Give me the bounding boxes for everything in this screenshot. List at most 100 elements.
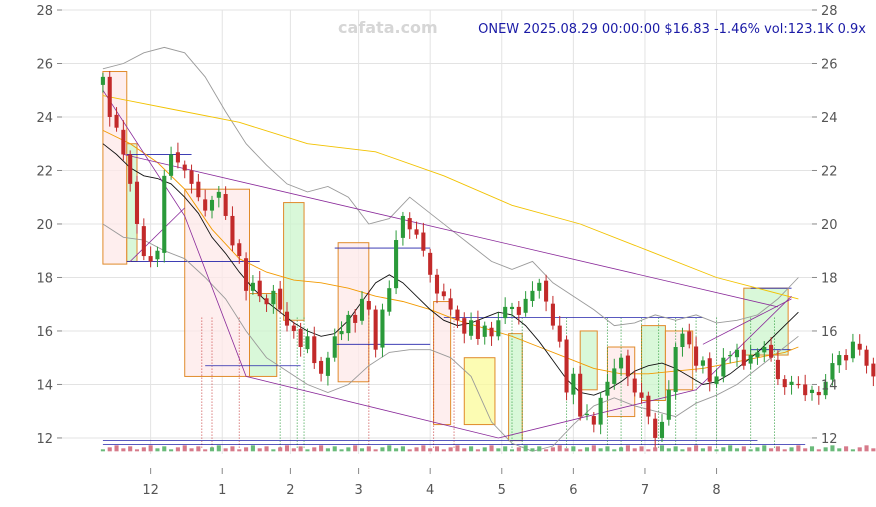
zone-box — [102, 71, 128, 265]
candle-body — [837, 355, 842, 366]
volume-bar — [100, 449, 105, 452]
volume-bar — [448, 447, 453, 452]
y-tick-label-left: 14 — [36, 378, 53, 393]
zone-box — [283, 202, 305, 321]
volume-bar — [216, 445, 221, 452]
volume-bar — [278, 447, 283, 452]
candle-body — [134, 181, 140, 224]
volume-bar — [803, 448, 808, 452]
chart-title: ONEW 2025.08.29 00:00:00 $16.83 -1.46% v… — [478, 22, 866, 37]
volume-bar — [755, 447, 760, 452]
volume-bar — [121, 448, 126, 452]
volume-bar — [114, 445, 119, 452]
candle-body — [169, 154, 174, 176]
candle-body — [796, 383, 801, 386]
candle-body — [653, 418, 658, 438]
candle-body — [700, 360, 705, 366]
volume-bar — [387, 445, 392, 452]
candle-body — [789, 381, 794, 385]
y-tick-label-right: 22 — [821, 164, 838, 179]
volume-bar — [734, 448, 740, 452]
candle-body — [209, 199, 215, 211]
candle-body — [762, 347, 767, 353]
y-tick-label-right: 20 — [821, 218, 838, 233]
candle-body — [516, 306, 521, 315]
candle-body — [571, 373, 576, 395]
candle-body — [400, 215, 405, 238]
volume-bar — [782, 449, 787, 452]
y-tick-label-right: 16 — [821, 325, 838, 340]
candle-body — [387, 288, 392, 312]
candle-body — [455, 309, 460, 321]
volume-bar — [728, 445, 733, 452]
candle-body — [175, 152, 180, 163]
bollinger-lower — [102, 223, 799, 452]
volume-bar — [796, 445, 801, 452]
y-tick-label-left: 18 — [36, 271, 53, 286]
volume-bar — [469, 446, 474, 452]
candle-body — [632, 378, 637, 393]
candle-body — [359, 298, 365, 321]
volume-bar — [564, 448, 569, 452]
candle-body — [728, 355, 733, 357]
candle-body — [537, 282, 542, 291]
y-tick-label-right: 26 — [821, 57, 838, 72]
candle-body — [312, 336, 317, 364]
y-tick-label-left: 26 — [36, 57, 53, 72]
candle-body — [346, 314, 351, 334]
volume-bar — [571, 446, 576, 452]
volume-bar — [162, 446, 167, 452]
watermark: cafata.com — [338, 18, 438, 37]
volume-bar — [857, 447, 862, 452]
y-tick-label-right: 24 — [821, 111, 838, 126]
candle-body — [380, 309, 385, 348]
candle-body — [237, 243, 242, 257]
x-tick-label: 6 — [569, 483, 577, 498]
candle-body — [114, 114, 119, 128]
volume-bar — [196, 446, 201, 452]
volume-bar — [625, 445, 630, 452]
candle-body — [530, 290, 535, 302]
volume-bar — [530, 448, 535, 452]
volume-bar — [169, 449, 174, 452]
candle-body — [871, 363, 876, 377]
volume-bar — [823, 447, 828, 452]
volume-bar — [619, 447, 624, 452]
volume-bar — [182, 445, 187, 452]
volume-bar — [394, 448, 399, 452]
candle-body — [394, 240, 399, 289]
candle-body — [823, 381, 828, 396]
x-tick-label: 1 — [218, 483, 226, 498]
volume-bar — [707, 446, 712, 452]
volume-bar — [441, 449, 446, 452]
candle-body — [639, 392, 644, 398]
candle-body — [734, 349, 740, 358]
candle-body — [564, 339, 569, 393]
candle-body — [748, 355, 753, 364]
candle-body — [775, 359, 780, 380]
x-tick-label: 12 — [142, 483, 159, 498]
volume-bar — [353, 445, 358, 452]
candle-body — [339, 330, 344, 335]
x-tick-label: 7 — [641, 483, 649, 498]
candle-body — [182, 164, 187, 171]
volume-bar — [325, 448, 330, 452]
volume-bar — [298, 446, 303, 452]
volume-bar — [312, 447, 317, 452]
candle-body — [155, 250, 160, 260]
candle-body — [755, 352, 760, 358]
volume-bar — [244, 447, 249, 452]
candle-body — [366, 301, 371, 310]
volume-bar — [203, 449, 208, 452]
volume-bar — [271, 449, 276, 452]
candle-body — [509, 306, 515, 310]
candle-body — [332, 336, 337, 358]
volume-bar — [264, 446, 269, 452]
candle-body — [414, 229, 419, 235]
volume-bar — [666, 448, 671, 452]
volume-bar — [319, 445, 324, 452]
volume-bar — [414, 447, 419, 452]
candle-body — [714, 376, 719, 384]
volume-bar — [598, 448, 603, 452]
candle-body — [857, 343, 862, 350]
